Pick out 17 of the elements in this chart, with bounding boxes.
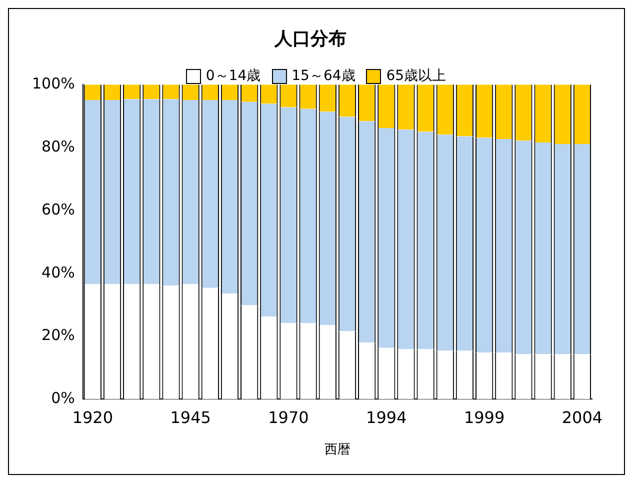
x-tick-label: 1994	[366, 408, 407, 427]
x-tick-label: 1999	[464, 408, 505, 427]
x-tick-label: 1920	[72, 408, 114, 427]
legend-label: 15～64歳	[292, 67, 356, 85]
x-axis-title: 西暦	[324, 442, 350, 458]
y-tick-label: 60%	[42, 200, 75, 218]
legend-label: 65歳以上	[386, 67, 446, 85]
y-tick-label: 100%	[32, 74, 75, 92]
y-tick-label: 40%	[42, 263, 75, 282]
y-tick-label: 0%	[51, 389, 75, 408]
y-tick-label: 20%	[42, 326, 75, 344]
legend-label: 0～14歳	[206, 67, 261, 85]
x-tick-label: 2004	[562, 408, 603, 427]
y-tick-label: 80%	[42, 137, 75, 156]
chart-title: 人口分布	[274, 28, 346, 50]
x-tick-label: 1945	[170, 408, 211, 427]
x-tick-label: 1970	[268, 408, 309, 427]
